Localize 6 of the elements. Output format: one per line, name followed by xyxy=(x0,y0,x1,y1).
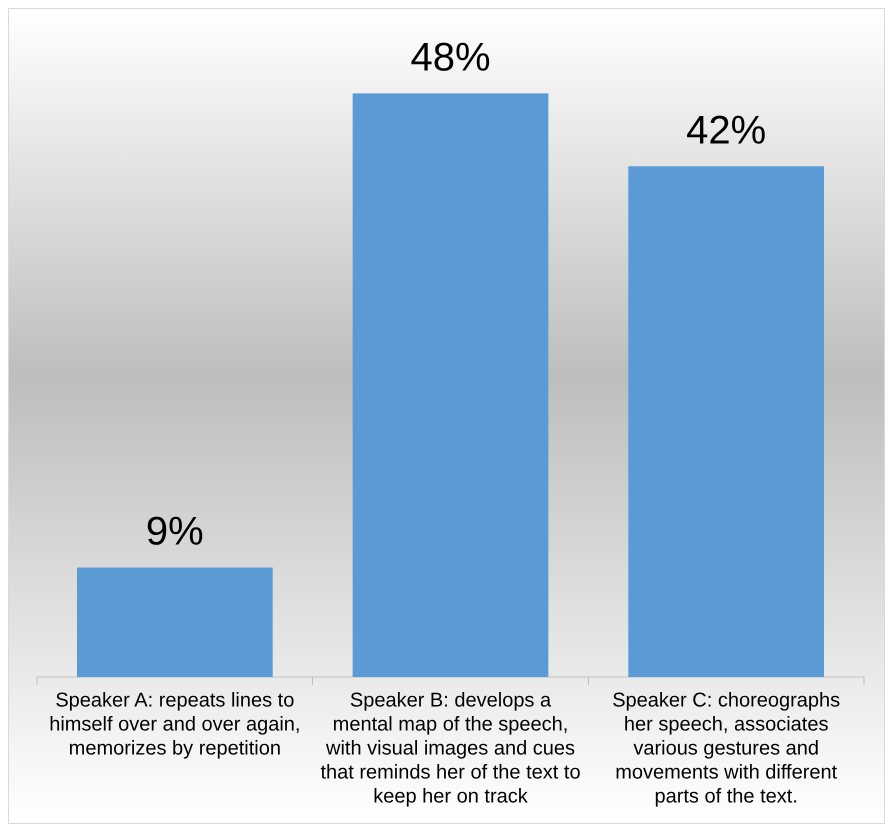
data-label: 42% xyxy=(686,108,766,152)
x-tick-label: Speaker C: choreographs her speech, associates various gestures and movements with different parts of the text. xyxy=(612,690,840,808)
x-tick-label: Speaker B: develops a mental map of the speech, with visual images and cues that reminds her of the text to keep her on track xyxy=(320,690,581,808)
data-label: 9% xyxy=(146,510,204,554)
x-tick-label: Speaker A: repeats lines to himself over and over again, memorizes by repetition xyxy=(49,690,300,760)
data-label: 48% xyxy=(410,35,491,80)
